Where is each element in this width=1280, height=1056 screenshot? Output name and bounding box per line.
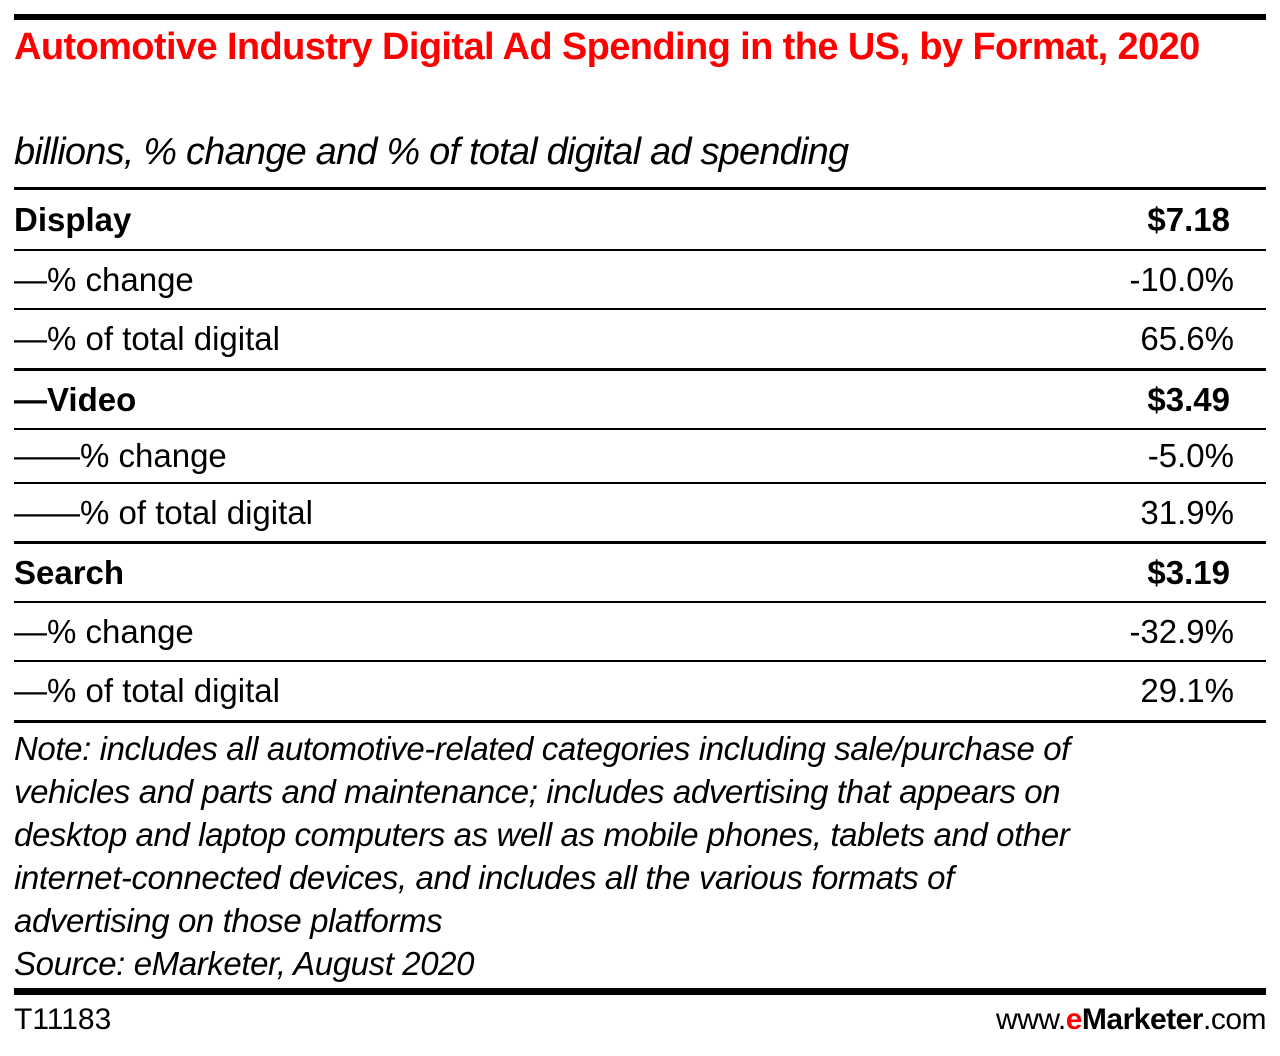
row-label: Search bbox=[14, 553, 125, 591]
row-label: ——% of total digital bbox=[14, 493, 313, 531]
row-label: —% of total digital bbox=[14, 320, 280, 357]
note-line: internet-connected devices, and includes… bbox=[14, 859, 954, 896]
row-value: -5.0% bbox=[1147, 437, 1234, 474]
row-value: -10.0% bbox=[1129, 260, 1234, 298]
data-table: Display $7.18 —% change -10.0% —% of total d… bbox=[14, 187, 1266, 720]
table-row: ——% of total digital 31.9% bbox=[14, 482, 1266, 541]
row-value: 29.1% bbox=[1140, 672, 1234, 709]
brand-link[interactable]: www.eMarketer.com bbox=[996, 1002, 1266, 1038]
chart-title: Automotive Industry Digital Ad Spending … bbox=[14, 26, 1200, 68]
row-value: 31.9% bbox=[1140, 493, 1234, 531]
table-row: —% of total digital 65.6% bbox=[14, 308, 1266, 368]
table-row: ——% change -5.0% bbox=[14, 428, 1266, 482]
chart-id: T11183 bbox=[14, 1003, 112, 1036]
note-line: Note: includes all automotive-related ca… bbox=[14, 730, 1070, 767]
row-label: —% change bbox=[14, 260, 194, 298]
top-rule bbox=[14, 14, 1266, 20]
table-row: Search $3.19 bbox=[14, 541, 1266, 601]
brand-name: Marketer bbox=[1081, 1003, 1204, 1036]
row-label: ——% change bbox=[14, 437, 227, 474]
row-value: $3.49 bbox=[1147, 380, 1230, 418]
row-value: $7.18 bbox=[1147, 200, 1230, 238]
row-value: -32.9% bbox=[1129, 612, 1234, 650]
note-line: vehicles and parts and maintenance; incl… bbox=[14, 773, 1061, 810]
row-label: —% change bbox=[14, 612, 194, 650]
table-row: —% change -10.0% bbox=[14, 249, 1266, 308]
brand-prefix: www. bbox=[996, 1003, 1066, 1036]
table-row: Display $7.18 bbox=[14, 187, 1266, 249]
note-line: desktop and laptop computers as well as … bbox=[14, 816, 1070, 853]
table-row: —Video $3.49 bbox=[14, 368, 1266, 428]
row-label: Display bbox=[14, 200, 132, 238]
source-line: Source: eMarketer, August 2020 bbox=[14, 945, 475, 982]
table-row: —% change -32.9% bbox=[14, 601, 1266, 660]
bottom-rule bbox=[14, 988, 1266, 995]
brand-suffix: .com bbox=[1202, 1003, 1267, 1036]
chart-subtitle: billions, % change and % of total digita… bbox=[14, 131, 849, 173]
table-row: —% of total digital 29.1% bbox=[14, 660, 1266, 720]
brand-e-logo: e bbox=[1065, 1003, 1083, 1036]
row-value: 65.6% bbox=[1140, 320, 1234, 357]
note-line: advertising on those platforms bbox=[14, 902, 443, 939]
row-label: —% of total digital bbox=[14, 672, 280, 709]
footnote: Note: includes all automotive-related ca… bbox=[14, 720, 1266, 985]
row-label: —Video bbox=[14, 380, 137, 418]
row-value: $3.19 bbox=[1147, 553, 1230, 591]
